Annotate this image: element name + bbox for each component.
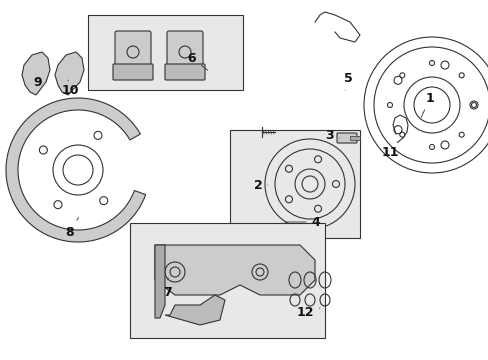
FancyBboxPatch shape xyxy=(164,64,204,80)
Polygon shape xyxy=(164,295,224,325)
Text: 1: 1 xyxy=(420,91,433,117)
FancyBboxPatch shape xyxy=(88,15,243,90)
Polygon shape xyxy=(6,98,145,242)
Polygon shape xyxy=(155,245,164,318)
Text: 7: 7 xyxy=(163,278,172,298)
Polygon shape xyxy=(155,245,314,295)
FancyBboxPatch shape xyxy=(167,31,203,73)
FancyBboxPatch shape xyxy=(336,133,356,143)
FancyBboxPatch shape xyxy=(130,223,325,338)
Text: 9: 9 xyxy=(34,76,42,89)
Text: 3: 3 xyxy=(325,129,339,141)
Text: 10: 10 xyxy=(61,80,79,96)
FancyBboxPatch shape xyxy=(229,130,359,238)
Polygon shape xyxy=(22,52,50,95)
FancyBboxPatch shape xyxy=(115,31,151,73)
Text: 5: 5 xyxy=(343,72,352,90)
FancyBboxPatch shape xyxy=(349,136,359,140)
Text: 11: 11 xyxy=(381,142,398,158)
FancyBboxPatch shape xyxy=(113,64,153,80)
Text: 8: 8 xyxy=(65,217,79,239)
Text: 2: 2 xyxy=(253,179,267,192)
Text: 6: 6 xyxy=(187,51,207,70)
Text: 4: 4 xyxy=(284,216,320,229)
Text: 12: 12 xyxy=(296,306,319,319)
Polygon shape xyxy=(55,52,84,95)
